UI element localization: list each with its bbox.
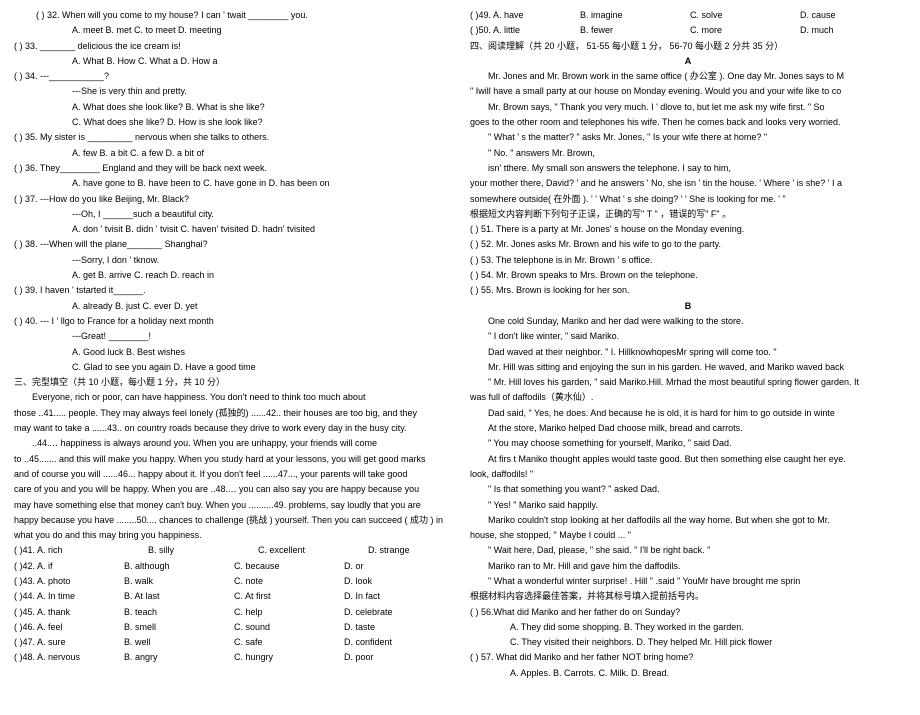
pa-line: your mother there, David? ' and he answe… [470, 176, 906, 191]
passage-line: may want to take a ......43.. on country… [14, 421, 450, 436]
q38-opts: A. get B. arrive C. reach D. reach in [14, 268, 450, 283]
cloze-row: ( )48. A. nervousB. angryC. hungryD. poo… [14, 650, 450, 665]
passage-line: and of course you will ......46... happy… [14, 467, 450, 482]
pa-line: Mr. Jones and Mr. Brown work in the same… [470, 69, 906, 84]
qa-51: ( ) 51. There is a party at Mr. Jones' s… [470, 222, 906, 237]
pb-line: Mr. Hill was sitting and enjoying the su… [470, 360, 906, 375]
pa-line: isn' tthere. My small son answers the te… [470, 161, 906, 176]
q35-opts: A. few B. a bit C. a few D. a bit of [14, 146, 450, 161]
cloze-row: ( )42. A. ifB. althoughC. becauseD. or [14, 559, 450, 574]
cloze-row: ( )49. A. haveB. imagineC. solveD. cause [470, 8, 906, 23]
q34-optsB: C. What does she like? D. How is she loo… [14, 115, 450, 130]
cloze-row: ( )45. A. thankB. teachC. helpD. celebra… [14, 605, 450, 620]
q56-stem: ( ) 56.What did Mariko and her father do… [470, 605, 906, 620]
pb-line: " What a wonderful winter surprise! . Hi… [470, 574, 906, 589]
passage-line: happy because you have ........50.... ch… [14, 513, 450, 528]
cloze-row: ( )46. A. feelB. smellC. soundD. taste [14, 620, 450, 635]
pb-line: " Wait here, Dad, please, " she said. " … [470, 543, 906, 558]
q32-opts: A. meet B. met C. to meet D. meeting [14, 23, 450, 38]
pb-line: look, daffodils! " [470, 467, 906, 482]
q40-optsB: C. Glad to see you again D. Have a good … [14, 360, 450, 375]
section3-title: 三、完型填空（共 10 小题，每小题 1 分，共 10 分） [14, 375, 450, 390]
section4-title: 四、阅读理解（共 20 小题， 51-55 每小题 1 分， 56-70 每小题… [470, 39, 906, 54]
pb-line: Mariko ran to Mr. Hill and gave him the … [470, 559, 906, 574]
pa-line: " What ' s the matter? " asks Mr. Jones,… [470, 130, 906, 145]
cloze-passage: Everyone, rich or poor, can have happine… [14, 390, 450, 543]
passage-b-label: B [470, 299, 906, 314]
qa-54: ( ) 54. Mr. Brown speaks to Mrs. Brown o… [470, 268, 906, 283]
cloze-row: ( )50. A. littleB. fewerC. moreD. much [470, 23, 906, 38]
pb-line: " You may choose something for yourself,… [470, 436, 906, 451]
instruction-a: 根据短文内容判断下列句子正误，正确的写" T " ，错误的写" F" 。 [470, 207, 906, 222]
pb-line: One cold Sunday, Mariko and her dad were… [470, 314, 906, 329]
passage-line: ..44..‥ happiness is always around you. … [14, 436, 450, 451]
instruction-b: 根据材料内容选择最佳答案，并将其标号填入提前括号内。 [470, 589, 906, 604]
pb-line: " Mr. Hill loves his garden, " said Mari… [470, 375, 906, 390]
cloze-row: ( )41. A. richB. sillyC. excellentD. str… [14, 543, 450, 558]
q38-stem: ( ) 38. ---When will the plane_______ Sh… [14, 237, 450, 252]
q33-stem: ( ) 33. _______ delicious the ice cream … [14, 39, 450, 54]
pb-line: " Is that something you want? " asked Da… [470, 482, 906, 497]
pb-line: At the store, Mariko helped Dad choose m… [470, 421, 906, 436]
q57-opts: A. Apples. B. Carrots. C. Milk. D. Bread… [470, 666, 906, 681]
qa-52: ( ) 52. Mr. Jones asks Mr. Brown and his… [470, 237, 906, 252]
passage-line: may have something else that money can't… [14, 498, 450, 513]
q57-stem: ( ) 57. What did Mariko and her father N… [470, 650, 906, 665]
cloze-row: ( )47. A. sureB. wellC. safeD. confident [14, 635, 450, 650]
passage-line: what you do and this may bring you happi… [14, 528, 450, 543]
q34-l2: ---She is very thin and pretty. [14, 84, 450, 99]
q39-opts: A. already B. just C. ever D. yet [14, 299, 450, 314]
pa-line: " No. " answers Mr. Brown, [470, 146, 906, 161]
pb-line: Mariko couldn't stop looking at her daff… [470, 513, 906, 528]
qa-55: ( ) 55. Mrs. Brown is looking for her so… [470, 283, 906, 298]
cloze-row: ( )44. A. In timeB. At lastC. At firstD.… [14, 589, 450, 604]
pa-line: goes to the other room and telephones hi… [470, 115, 906, 130]
passage-line: to ..45....... and this will make you ha… [14, 452, 450, 467]
q39-stem: ( ) 39. I haven ' tstarted it______. [14, 283, 450, 298]
passage-a-label: A [470, 54, 906, 69]
passage-b: One cold Sunday, Mariko and her dad were… [470, 314, 906, 589]
q38-l2: ---Sorry, I don ' tknow. [14, 253, 450, 268]
pb-line: Dad said, " Yes, he does. And because he… [470, 406, 906, 421]
passage-line: those ..41..... people. They may always … [14, 406, 450, 421]
left-column: ( ) 32. When will you come to my house? … [4, 8, 460, 707]
pa-line: " Iwill have a small party at our house … [470, 84, 906, 99]
q37-stem: ( ) 37. ---How do you like Beijing, Mr. … [14, 192, 450, 207]
pb-line: " I don't like winter, " said Mariko. [470, 329, 906, 344]
pb-line: Dad waved at their neighbor. " I. Hillkn… [470, 345, 906, 360]
pb-line: house, she stopped, " Maybe I could ... … [470, 528, 906, 543]
pb-line: was full of daffodils（黄水仙）. [470, 390, 906, 405]
qa-53: ( ) 53. The telephone is in Mr. Brown ' … [470, 253, 906, 268]
passage-line: Everyone, rich or poor, can have happine… [14, 390, 450, 405]
q32-stem: ( ) 32. When will you come to my house? … [14, 8, 450, 23]
cloze-options-table: ( )41. A. richB. sillyC. excellentD. str… [14, 543, 450, 665]
right-column: ( )49. A. haveB. imagineC. solveD. cause… [460, 8, 916, 707]
pa-line: Mr. Brown says, " Thank you very much. I… [470, 100, 906, 115]
q40-stem: ( ) 40. --- I ' llgo to France for a hol… [14, 314, 450, 329]
pb-line: " Yes! " Mariko said happily. [470, 498, 906, 513]
pb-line: At firs t Maniko thought apples would ta… [470, 452, 906, 467]
q34-optsA: A. What does she look like? B. What is s… [14, 100, 450, 115]
q34-stem: ( ) 34. ---___________? [14, 69, 450, 84]
passage-a: Mr. Jones and Mr. Brown work in the same… [470, 69, 906, 207]
q56-optsB: C. They visited their neighbors. D. They… [470, 635, 906, 650]
q33-opts: A. What B. How C. What a D. How a [14, 54, 450, 69]
q37-opts: A. don ' tvisit B. didn ' tvisit C. have… [14, 222, 450, 237]
passage-line: care of you and you will be happy. When … [14, 482, 450, 497]
q36-opts: A. have gone to B. have been to C. have … [14, 176, 450, 191]
pa-line: somewhere outside( 在外面 ). ' ' What ' s s… [470, 192, 906, 207]
q56-optsA: A. They did some shopping. B. They worke… [470, 620, 906, 635]
q37-l2: ---Oh, I ______such a beautiful city. [14, 207, 450, 222]
q40-optsA: A. Good luck B. Best wishes [14, 345, 450, 360]
q36-stem: ( ) 36. They________ England and they wi… [14, 161, 450, 176]
q35-stem: ( ) 35. My sister is _________ nervous w… [14, 130, 450, 145]
q40-l2: ---Great! ________! [14, 329, 450, 344]
cloze-row: ( )43. A. photoB. walkC. noteD. look [14, 574, 450, 589]
